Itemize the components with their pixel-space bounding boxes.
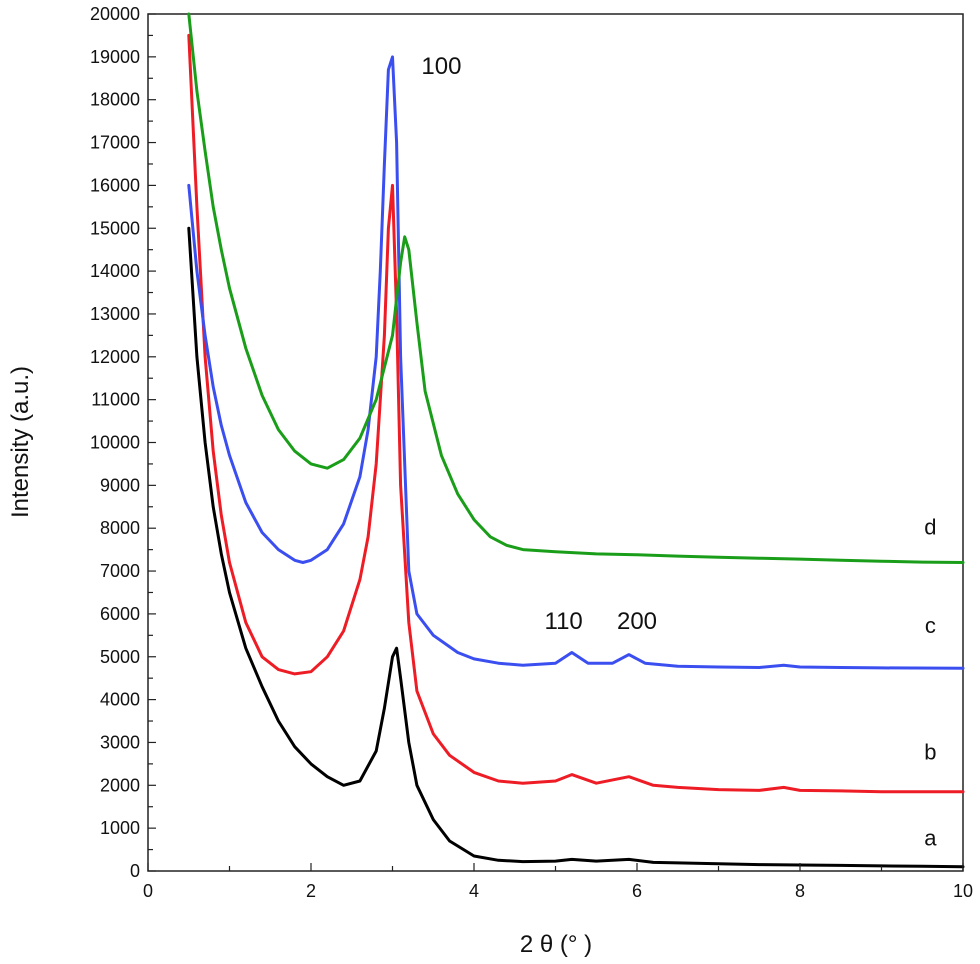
y-tick-label: 9000 <box>100 475 140 495</box>
x-axis: 0 2 4 6 8 10 <box>143 863 973 901</box>
series-label-a: a <box>924 825 937 850</box>
y-tick-label: 8000 <box>100 518 140 538</box>
plot-area <box>147 13 964 872</box>
series-line-b <box>187 33 965 794</box>
y-tick-label: 11000 <box>91 390 140 410</box>
y-tick-label: 17000 <box>90 133 140 153</box>
y-tick-label: 6000 <box>100 604 140 624</box>
x-tick-label: 8 <box>795 881 805 901</box>
series-line-d <box>187 12 965 564</box>
y-tick-label: 20000 <box>90 4 140 24</box>
y-tick-label: 15000 <box>90 218 140 238</box>
series-line-c <box>187 55 965 670</box>
y-tick-label: 14000 <box>90 261 140 281</box>
x-tick-label: 0 <box>143 881 153 901</box>
y-axis-title: Intensity (a.u.) <box>7 366 34 518</box>
peak-annotation: 110 <box>545 608 583 635</box>
series-line-a <box>187 226 965 869</box>
x-tick-label: 2 <box>306 881 316 901</box>
y-tick-label: 18000 <box>90 90 140 110</box>
annotation-layer: 100 110 200 a b c d <box>421 53 937 850</box>
y-tick-label: 19000 <box>90 47 140 67</box>
y-axis: 0 1000 2000 3000 4000 5000 6000 7000 8000 9000 100… <box>90 4 156 881</box>
series-label-d: d <box>924 515 936 540</box>
peak-annotation: 100 <box>421 53 461 80</box>
y-tick-label: 13000 <box>90 304 140 324</box>
y-tick-label: 7000 <box>100 561 140 581</box>
plot-frame <box>147 13 964 872</box>
y-tick-label: 1000 <box>100 818 140 838</box>
y-tick-label: 12000 <box>90 347 140 367</box>
peak-annotation: 200 <box>617 608 657 635</box>
y-tick-label: 10000 <box>90 433 140 453</box>
series-label-c: c <box>925 613 936 638</box>
y-tick-label: 2000 <box>100 775 140 795</box>
series-layer <box>187 12 965 869</box>
y-tick-label: 5000 <box>100 647 140 667</box>
y-tick-label: 4000 <box>100 690 140 710</box>
y-tick-label: 0 <box>130 861 140 881</box>
x-tick-label: 4 <box>469 881 479 901</box>
x-tick-label: 6 <box>632 881 642 901</box>
y-tick-label: 16000 <box>90 175 140 195</box>
y-tick-label: 3000 <box>100 732 140 752</box>
series-label-b: b <box>924 740 936 765</box>
x-tick-label: 10 <box>953 881 973 901</box>
x-axis-title: 2 θ (° ) <box>520 931 592 958</box>
